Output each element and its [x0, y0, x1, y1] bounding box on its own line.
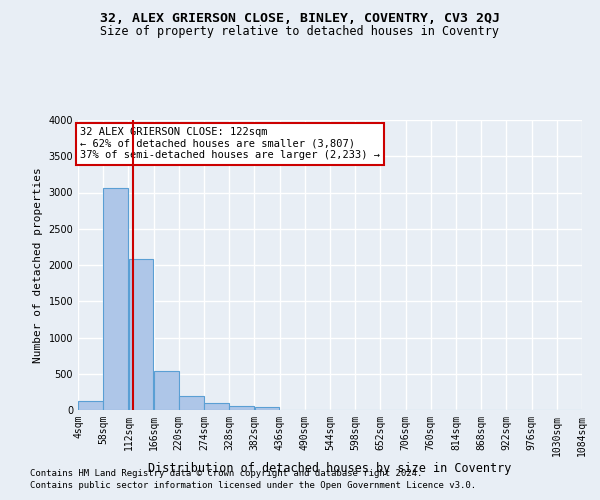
Y-axis label: Number of detached properties: Number of detached properties [33, 167, 43, 363]
Text: Contains HM Land Registry data © Crown copyright and database right 2024.: Contains HM Land Registry data © Crown c… [30, 468, 422, 477]
Bar [128, 259, 154, 410]
Text: Size of property relative to detached houses in Coventry: Size of property relative to detached ho… [101, 25, 499, 38]
Text: 32, ALEX GRIERSON CLOSE, BINLEY, COVENTRY, CV3 2QJ: 32, ALEX GRIERSON CLOSE, BINLEY, COVENTR… [100, 12, 500, 26]
Bar [78, 400, 103, 410]
Text: 32 ALEX GRIERSON CLOSE: 122sqm
← 62% of detached houses are smaller (3,807)
37% : 32 ALEX GRIERSON CLOSE: 122sqm ← 62% of … [80, 127, 380, 160]
X-axis label: Distribution of detached houses by size in Coventry: Distribution of detached houses by size … [148, 462, 512, 474]
Text: Contains public sector information licensed under the Open Government Licence v3: Contains public sector information licen… [30, 481, 476, 490]
Bar [204, 404, 229, 410]
Bar [103, 188, 128, 410]
Bar [154, 371, 179, 410]
Bar [254, 407, 280, 410]
Bar [179, 396, 204, 410]
Bar [229, 406, 254, 410]
